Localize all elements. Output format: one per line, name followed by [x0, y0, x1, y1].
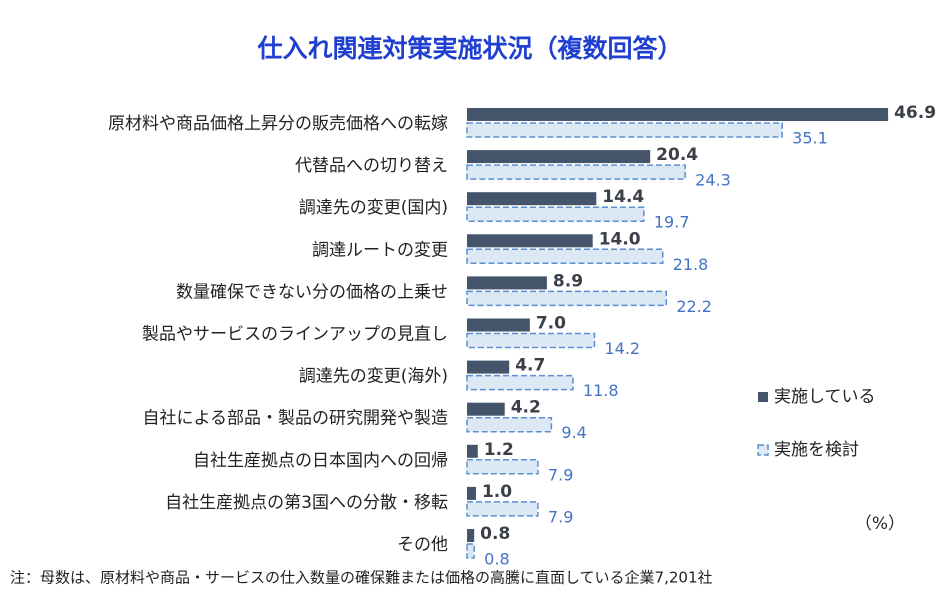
- category-label: 原材料や商品価格上昇分の販売価格への転嫁: [108, 114, 448, 134]
- data-label: 14.4: [602, 187, 644, 207]
- category-label: 調達ルートの変更: [312, 240, 448, 260]
- data-label: 14.0: [599, 229, 641, 249]
- bar: [466, 206, 645, 222]
- bar: [467, 234, 593, 248]
- data-label: 4.7: [515, 356, 545, 376]
- data-label: 1.0: [482, 482, 512, 502]
- bar: [466, 164, 686, 180]
- footnote: 注：母数は、原材料や商品・サービスの仕入数量の確保難または価格の高騰に直面してい…: [10, 569, 713, 587]
- data-label: 9.4: [561, 423, 586, 442]
- data-label: 35.1: [792, 129, 828, 148]
- bar: [466, 332, 596, 349]
- unit-label: （%）: [855, 514, 905, 534]
- legend-label: 実施を検討: [774, 440, 859, 460]
- bar: [467, 529, 475, 542]
- chart-title: 仕入れ関連対策実施状況（複数回答）: [256, 34, 682, 63]
- data-label: 4.2: [511, 398, 541, 418]
- data-label: 11.8: [583, 381, 619, 400]
- legend-label: 実施している: [774, 387, 876, 407]
- data-label: 20.4: [656, 145, 698, 165]
- data-label: 24.3: [695, 171, 731, 190]
- data-label: 7.9: [548, 507, 573, 526]
- category-label: 代替品への切り替え: [295, 156, 448, 176]
- legend-swatch: [758, 392, 768, 402]
- data-label: 8.9: [553, 271, 583, 291]
- data-label: 46.9: [894, 103, 936, 123]
- category-label: 自社生産拠点の第3国への分散・移転: [165, 493, 448, 513]
- bar: [467, 444, 478, 458]
- bar: [467, 150, 651, 164]
- data-label: 7.0: [536, 314, 566, 334]
- bar: [467, 402, 505, 416]
- data-label: 7.9: [548, 465, 573, 484]
- data-label: 14.2: [604, 339, 640, 358]
- legend-swatch: [757, 444, 769, 456]
- data-label: 1.2: [484, 440, 514, 460]
- bar: [466, 501, 539, 517]
- category-label: 調達先の変更(国内): [299, 198, 448, 218]
- data-label: 0.8: [484, 550, 509, 569]
- category-label: その他: [397, 535, 448, 555]
- bar: [467, 360, 510, 374]
- data-label: 19.7: [654, 213, 690, 232]
- bar: [466, 543, 475, 559]
- category-label: 調達先の変更(海外): [299, 367, 448, 387]
- bar: [466, 290, 668, 307]
- data-label: 21.8: [673, 255, 709, 274]
- bar: [467, 318, 530, 332]
- bar: [467, 276, 547, 290]
- data-label: 0.8: [480, 524, 510, 544]
- category-label: 自社生産拠点の日本国内への回帰: [193, 451, 448, 471]
- bar: [467, 192, 597, 206]
- bar: [467, 108, 889, 121]
- bar: [466, 122, 783, 138]
- category-label: 自社による部品・製品の研究開発や製造: [143, 409, 449, 429]
- category-label: 数量確保できない分の価格の上乗せ: [176, 282, 448, 302]
- bar: [466, 374, 574, 391]
- category-label: 製品やサービスのラインアップの見直し: [142, 325, 448, 345]
- data-label: 22.2: [676, 297, 712, 316]
- bar: [467, 486, 476, 500]
- bar: [466, 459, 539, 475]
- bar: [466, 416, 553, 433]
- bar: [466, 248, 664, 265]
